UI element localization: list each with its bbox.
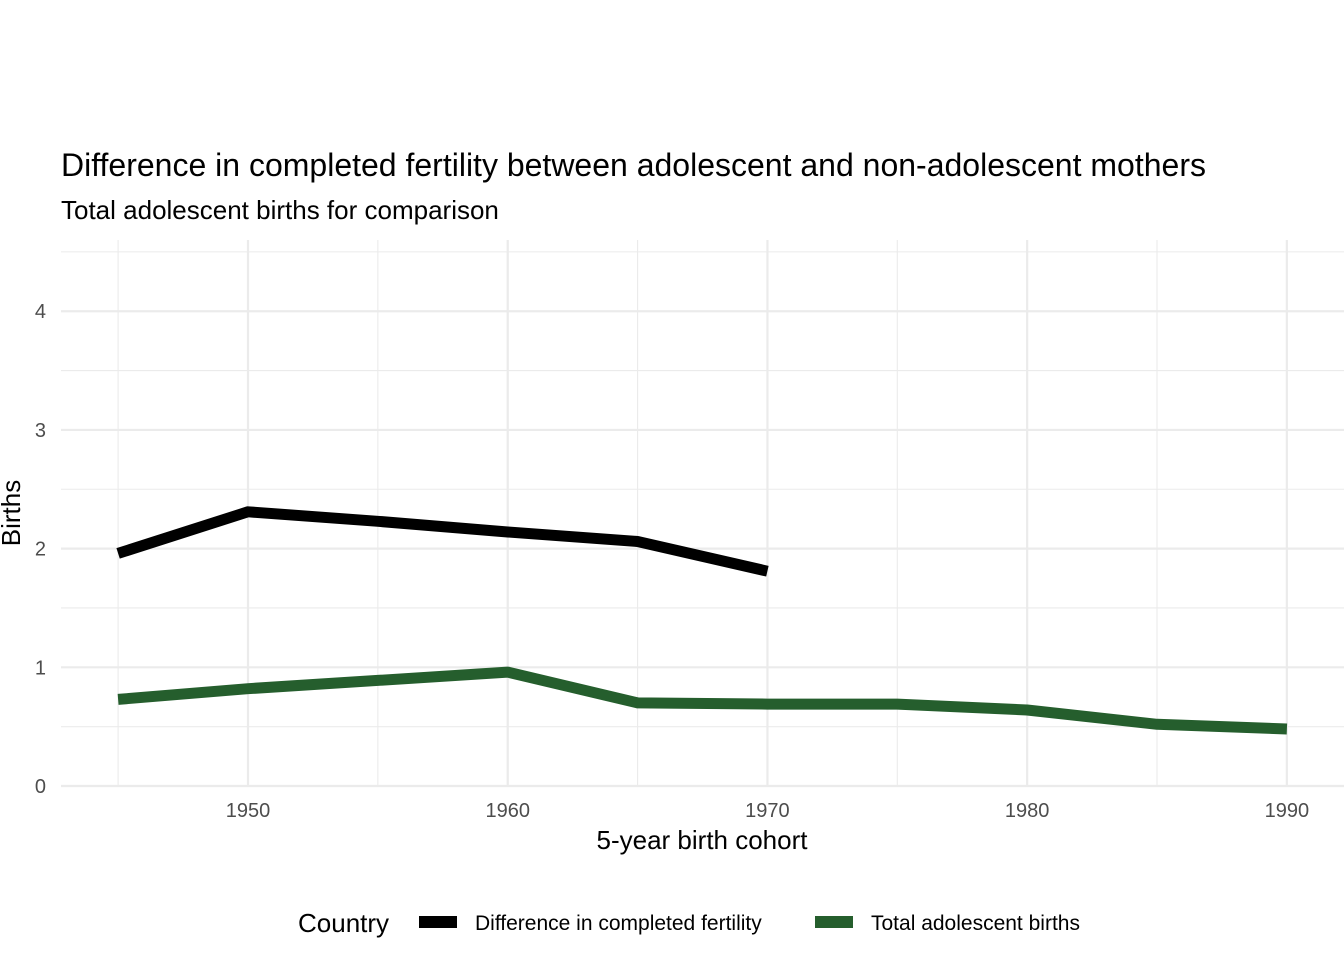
- legend-label-total: Total adolescent births: [871, 912, 1080, 935]
- legend-label-difference: Difference in completed fertility: [475, 912, 762, 935]
- series-line-total: [117, 666, 1288, 735]
- chart-subtitle: Total adolescent births for comparison: [61, 195, 499, 225]
- x-tick-labels: 1950 1960 1970 1980 1990: [226, 800, 1309, 822]
- y-tick-label: 2: [35, 539, 46, 561]
- y-tick-label: 0: [35, 776, 46, 798]
- grid: [61, 240, 1344, 788]
- y-tick-label: 1: [35, 657, 46, 679]
- x-axis-title: 5-year birth cohort: [597, 825, 809, 855]
- legend-title: Country: [298, 908, 389, 938]
- legend: Country Difference in completed fertilit…: [298, 908, 1080, 938]
- series-lines: [116, 506, 1288, 735]
- x-tick-label: 1980: [1005, 800, 1050, 822]
- x-tick-label: 1970: [745, 800, 790, 822]
- x-tick-label: 1960: [485, 800, 530, 822]
- x-tick-label: 1990: [1265, 800, 1310, 822]
- y-tick-label: 3: [35, 420, 46, 442]
- y-tick-label: 4: [35, 301, 46, 323]
- series-line-difference: [116, 506, 769, 577]
- x-tick-label: 1950: [226, 800, 271, 822]
- y-axis-title: Births: [0, 480, 26, 546]
- y-tick-labels: 0 1 2 3 4: [35, 301, 46, 798]
- chart-title: Difference in completed fertility betwee…: [61, 147, 1206, 183]
